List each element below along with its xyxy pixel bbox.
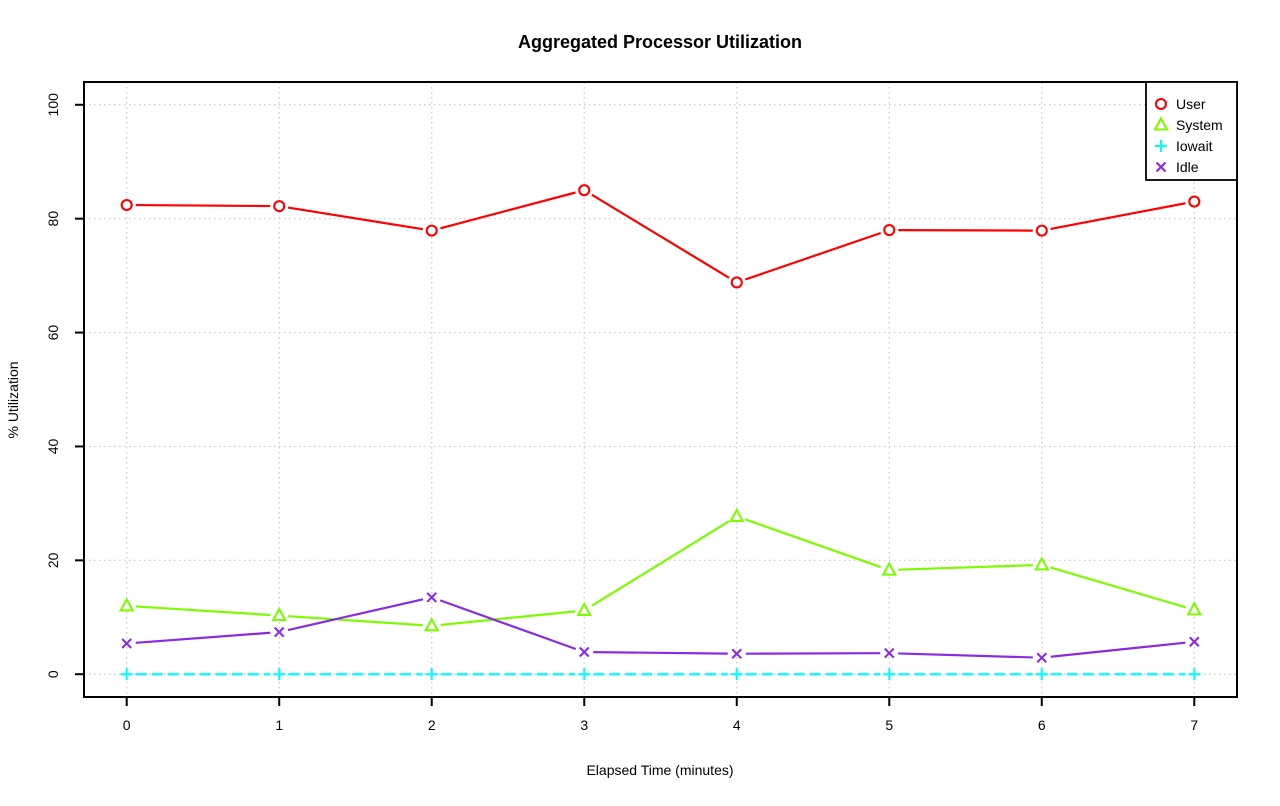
x-tick-label: 4 (733, 717, 741, 733)
idle-line-segment (287, 598, 424, 632)
x-tick-label: 0 (123, 717, 131, 733)
triangle-marker-icon (423, 617, 440, 632)
legend-item-system: System (1153, 116, 1223, 133)
system-line-segment (591, 520, 730, 607)
circle-marker-icon (883, 224, 896, 237)
plot-border (83, 81, 1238, 698)
series-layer (118, 184, 1203, 681)
x-marker-icon (1189, 636, 1200, 648)
grid-layer (84, 82, 1237, 697)
series-idle (121, 592, 1200, 663)
legend-item-label: Idle (1176, 159, 1199, 175)
user-line-segment (1050, 202, 1186, 231)
y-tick-label: 80 (45, 211, 61, 227)
legend-item-user: User (1154, 96, 1206, 112)
legend-item-label: Iowait (1176, 138, 1213, 154)
circle-marker-icon (1154, 97, 1168, 111)
x-tick-label: 7 (1190, 717, 1198, 733)
triangle-marker-icon (728, 507, 745, 523)
series-iowait (120, 668, 1201, 681)
axis-layer: 0 1 2 3 4 5 6 7 0 20 40 60 80 100 (45, 81, 1238, 733)
y-axis-label: % Utilization (5, 361, 21, 438)
system-line-segment (440, 610, 576, 627)
system-line-segment (1050, 566, 1186, 609)
x-marker-icon (1155, 161, 1167, 173)
idle-line-segment (1050, 641, 1186, 658)
x-tick-label: 6 (1038, 717, 1046, 733)
circle-marker-icon (578, 184, 591, 197)
system-line-segment (135, 605, 271, 617)
triangle-marker-icon (1034, 556, 1050, 571)
triangle-marker-icon (118, 597, 135, 612)
x-marker-icon (1036, 652, 1048, 663)
user-line-segment (287, 206, 424, 231)
x-marker-icon (579, 646, 590, 658)
legend-item-idle: Idle (1155, 159, 1199, 175)
series-user (120, 184, 1201, 289)
triangle-marker-icon (881, 561, 898, 576)
y-tick-label: 0 (45, 670, 61, 678)
x-marker-icon (426, 592, 437, 603)
circle-marker-icon (273, 200, 286, 213)
idle-line-segment (135, 631, 271, 644)
legend-item-iowait: Iowait (1155, 138, 1213, 154)
y-tick-label: 60 (45, 325, 61, 341)
x-tick-label: 1 (275, 717, 283, 733)
x-tick-label: 5 (885, 717, 893, 733)
circle-marker-icon (730, 276, 743, 289)
triangle-marker-icon (271, 606, 287, 622)
x-marker-icon (731, 648, 742, 659)
x-marker-icon (273, 626, 285, 638)
system-line-segment (744, 518, 882, 569)
idle-line-segment (439, 599, 577, 651)
user-line-segment (591, 193, 730, 279)
user-line-segment (898, 228, 1033, 232)
user-line-segment (135, 203, 271, 208)
idle-line-segment (593, 651, 728, 655)
triangle-marker-icon (1153, 116, 1169, 131)
circle-marker-icon (120, 198, 133, 212)
circle-marker-icon (1035, 224, 1048, 237)
x-marker-icon (884, 647, 895, 659)
system-line-segment (898, 564, 1033, 571)
circle-marker-icon (425, 224, 438, 237)
triangle-marker-icon (1186, 601, 1203, 616)
x-tick-label: 3 (580, 717, 588, 733)
series-system (118, 507, 1203, 632)
chart-title: Aggregated Processor Utilization (518, 32, 802, 52)
legend-item-label: System (1176, 117, 1223, 133)
x-axis-label: Elapsed Time (minutes) (586, 762, 733, 778)
y-tick-label: 40 (45, 438, 61, 454)
user-line-segment (744, 231, 882, 281)
triangle-marker-icon (576, 601, 593, 616)
y-tick-label: 100 (45, 93, 61, 117)
user-line-segment (440, 191, 576, 230)
x-tick-label: 2 (428, 717, 436, 733)
x-marker-icon (121, 638, 132, 649)
idle-line-segment (898, 652, 1033, 659)
system-line-segment (288, 615, 423, 627)
legend-item-label: User (1176, 96, 1206, 112)
y-tick-label: 20 (45, 552, 61, 568)
circle-marker-icon (1188, 195, 1201, 208)
legend: User System Iowait Idle (1145, 81, 1238, 181)
idle-line-segment (745, 652, 881, 655)
